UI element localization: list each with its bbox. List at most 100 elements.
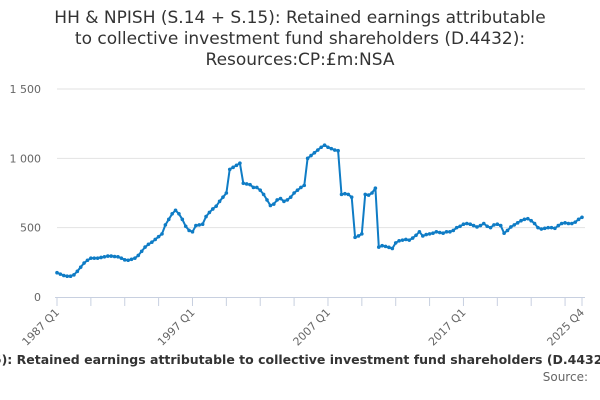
- x-tick-label: 1987 Q1: [20, 306, 63, 349]
- data-point: [532, 221, 537, 226]
- data-point: [187, 228, 191, 233]
- data-point: [258, 188, 263, 193]
- data-point: [512, 223, 517, 227]
- data-point: [143, 245, 147, 249]
- data-point: [454, 225, 459, 230]
- data-point: [116, 254, 120, 259]
- data-point: [478, 223, 483, 228]
- data-point: [204, 214, 208, 219]
- data-point: [224, 191, 229, 195]
- legend[interactable]: HH & NPISH (S.14 + S.15): Retained earni…: [0, 352, 600, 367]
- data-point: [309, 153, 313, 158]
- data-point: [285, 198, 290, 202]
- data-point: [458, 224, 462, 229]
- data-point: [251, 185, 256, 190]
- data-point: [417, 230, 422, 234]
- data-point: [95, 256, 100, 260]
- data-point: [363, 192, 368, 197]
- data-point: [89, 256, 93, 260]
- data-point: [221, 195, 225, 199]
- data-point: [92, 256, 97, 260]
- data-point: [75, 269, 80, 274]
- y-tick-label: 1 500: [10, 83, 42, 96]
- data-point: [343, 191, 347, 196]
- data-point: [177, 212, 181, 216]
- series-line: [56, 144, 583, 278]
- data-point: [217, 199, 222, 204]
- data-point: [248, 182, 252, 187]
- data-point: [197, 223, 202, 227]
- data-point: [441, 231, 445, 236]
- data-point: [271, 202, 276, 206]
- data-point: [519, 218, 523, 223]
- legend-label: HH & NPISH (S.14 + S.15): Retained earni…: [0, 352, 600, 367]
- data-point: [563, 221, 567, 225]
- data-point: [207, 210, 212, 215]
- data-point: [126, 258, 130, 263]
- data-point: [109, 254, 113, 258]
- data-point: [515, 221, 520, 225]
- data-point: [65, 274, 69, 279]
- y-tick-label: 0: [34, 291, 41, 304]
- data-point: [488, 225, 493, 230]
- data-point: [119, 256, 124, 260]
- data-point: [485, 224, 489, 229]
- data-point: [373, 186, 378, 190]
- data-point: [481, 221, 486, 226]
- data-point: [153, 237, 158, 242]
- data-point: [261, 192, 266, 197]
- data-point: [570, 221, 574, 226]
- data-point: [437, 230, 442, 235]
- data-point: [505, 228, 510, 233]
- data-point: [319, 145, 323, 150]
- data-point: [356, 234, 361, 238]
- data-point: [316, 148, 320, 152]
- data-point: [275, 198, 279, 202]
- data-point: [336, 148, 340, 153]
- data-point: [129, 257, 134, 262]
- data-point: [509, 225, 513, 229]
- data-point: [376, 245, 381, 249]
- data-point: [68, 274, 73, 279]
- data-point: [241, 181, 246, 186]
- data-point: [302, 183, 307, 188]
- data-point: [133, 256, 137, 260]
- data-point: [194, 223, 198, 228]
- data-point: [244, 182, 249, 186]
- chart-title-line: to collective investment fund shareholde…: [74, 29, 526, 49]
- chart-title: HH & NPISH (S.14 + S.15): Retained earni…: [0, 8, 600, 71]
- data-point: [495, 222, 500, 226]
- data-point: [410, 236, 415, 240]
- data-point: [566, 221, 571, 226]
- data-point: [393, 241, 398, 245]
- data-point: [390, 246, 395, 251]
- data-point: [163, 223, 168, 227]
- data-point: [238, 161, 242, 165]
- data-point: [549, 225, 554, 230]
- data-point: [299, 185, 303, 190]
- data-point: [407, 238, 412, 242]
- data-point: [312, 150, 317, 155]
- data-point: [329, 146, 334, 151]
- data-point: [265, 198, 269, 202]
- data-point: [146, 242, 151, 247]
- data-point: [85, 258, 90, 263]
- data-point: [72, 273, 76, 277]
- data-point: [160, 232, 164, 236]
- chart-title-line: Resources:CP:£m:NSA: [205, 50, 395, 70]
- data-point: [526, 216, 530, 221]
- data-point: [400, 238, 405, 242]
- data-point: [542, 226, 547, 231]
- data-point: [106, 254, 110, 258]
- data-point: [468, 222, 473, 226]
- data-point: [529, 218, 533, 223]
- data-point: [404, 237, 408, 242]
- data-point: [498, 223, 503, 228]
- source-label: Source:: [542, 370, 588, 384]
- data-point: [214, 204, 218, 208]
- data-point: [559, 221, 564, 226]
- data-point: [383, 244, 388, 249]
- data-point: [156, 234, 161, 239]
- data-point: [353, 235, 357, 240]
- data-point: [99, 255, 103, 260]
